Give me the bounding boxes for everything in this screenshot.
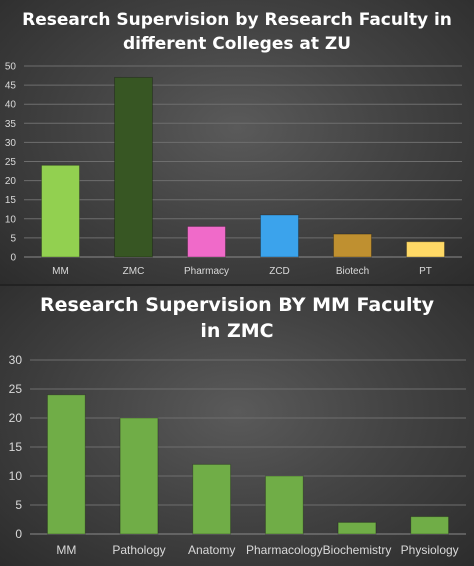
x-tick-label: MM [56,543,76,557]
chart-title-line-1: Research Supervision BY MM Faculty [40,294,434,316]
x-tick-label: Anatomy [188,543,235,557]
y-tick-label: 5 [15,498,22,512]
bar-pathology [119,417,159,535]
bar-chart-colleges: 0 5 10 15 20 25 30 35 40 45 50 MM ZMC Pharmacy ZCD Biot… [5,62,462,277]
x-tick-label: Physiology [401,543,459,557]
x-tick-label: PT [419,266,432,277]
y-tick-label: 15 [5,195,17,206]
x-tick-label: Pharmacology [246,543,323,557]
chart-panel-colleges: Research Supervision by Research Faculty… [0,0,474,284]
chart-panel-mm-faculty: Research Supervision BY MM Faculty in ZM… [0,286,474,566]
bar-pharmacy [187,225,226,258]
x-tick-label: ZCD [269,266,290,277]
bar-zmc [114,76,153,258]
y-tick-label: 50 [5,62,17,73]
y-tick-label: 15 [9,440,23,454]
bar-chart-mm-faculty: 0 5 10 15 20 25 30 MM Pathology Anatomy Pharmacolo… [9,353,466,557]
x-tick-label: Biochemistry [323,543,392,557]
bar-mm [46,394,86,535]
bar-anatomy [192,463,232,535]
y-tick-label: 5 [10,233,16,244]
y-tick-label: 20 [9,411,23,425]
y-tick-label: 0 [10,253,16,264]
chart-title: Research Supervision BY MM Faculty in ZM… [0,292,474,344]
chart-title-line-1: Research Supervision by Research Faculty… [22,10,452,30]
bar-biochemistry [337,521,377,535]
y-tick-label: 0 [15,527,22,541]
bar-biotech [333,233,372,258]
x-tick-label: Biotech [336,266,369,277]
y-tick-label: 30 [9,353,23,367]
x-tick-label: MM [52,266,69,277]
chart-title-line-2: in ZMC [200,320,274,342]
x-tick-label: Pathology [112,543,165,557]
y-tick-label: 10 [5,214,17,225]
y-tick-label: 25 [5,157,17,168]
chart-title: Research Supervision by Research Faculty… [0,8,474,56]
y-tick-label: 45 [5,81,17,92]
y-tick-label: 10 [9,469,23,483]
bar-physiology [410,516,450,535]
bar-pharmacology [264,475,304,535]
y-tick-label: 30 [5,138,17,149]
x-tick-label: ZMC [123,266,145,277]
bar-pt [406,241,445,258]
bar-zcd [260,214,299,258]
y-tick-label: 20 [5,176,17,187]
y-tick-label: 25 [9,382,23,396]
x-tick-label: Pharmacy [184,266,229,277]
y-tick-label: 40 [5,100,17,111]
chart-title-line-2: different Colleges at ZU [122,34,352,54]
bar-mm [41,164,80,258]
y-tick-label: 35 [5,119,17,130]
